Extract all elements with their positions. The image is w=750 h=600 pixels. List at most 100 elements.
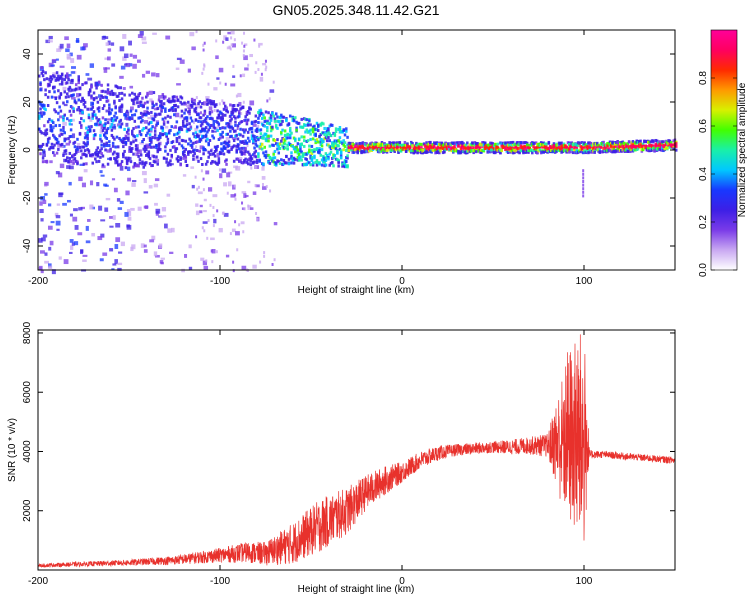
spectrogram-cell xyxy=(169,163,172,167)
spectrogram-cell xyxy=(232,115,236,119)
spectrogram-cell xyxy=(252,141,255,145)
spectrogram-cell xyxy=(75,40,80,43)
spectrogram-cell xyxy=(127,158,130,162)
spectrogram-cell xyxy=(403,140,407,144)
spectrogram-cell xyxy=(80,206,85,210)
spectrogram-cell xyxy=(555,143,558,147)
spectrogram-cell xyxy=(118,125,121,129)
spectrogram-cell xyxy=(411,144,414,148)
spectrogram-cell xyxy=(213,104,217,108)
spectrogram-cell xyxy=(146,110,149,114)
spectrogram-cell xyxy=(182,174,187,177)
spectrogram-cell xyxy=(195,103,200,109)
spectrogram-cell xyxy=(242,53,245,57)
spectrogram-cell xyxy=(311,125,315,129)
spectrogram-cell xyxy=(379,144,382,148)
spectrogram-cell xyxy=(222,145,226,149)
spectrogram-cell xyxy=(203,118,207,122)
spectrogram-cell xyxy=(238,159,241,163)
spectrogram-cell xyxy=(313,124,316,128)
spectrogram-cell xyxy=(77,75,80,79)
spectrogram-cell xyxy=(86,133,89,137)
spectrogram-cell xyxy=(55,58,59,61)
spectrogram-cell xyxy=(582,180,585,183)
spectrogram-cell xyxy=(255,129,259,133)
spectrogram-cell xyxy=(624,142,627,146)
spectrogram-cell xyxy=(227,31,231,35)
spectrogram-cell xyxy=(520,145,524,149)
spectrogram-cell xyxy=(636,147,640,151)
spectrogram-cell xyxy=(166,114,170,118)
spectrogram-cell xyxy=(408,145,412,149)
spectrogram-cell xyxy=(96,100,100,104)
spectrogram-cell xyxy=(99,97,102,101)
spectrogram-cell xyxy=(207,150,210,154)
spectrogram-cell xyxy=(83,169,88,173)
spectrogram-cell xyxy=(113,150,116,154)
spectrogram-cell xyxy=(547,149,551,153)
spectrogram-cell xyxy=(101,36,106,40)
spectrogram-cell xyxy=(109,125,112,129)
spectrogram-cell xyxy=(68,140,72,144)
spectrogram-cell xyxy=(208,125,212,129)
spectrogram-cell xyxy=(115,152,119,156)
spectrogram-cell xyxy=(49,80,52,84)
spectrogram-cell xyxy=(180,96,184,100)
spectrogram-cell xyxy=(295,146,298,150)
spectrogram-cell xyxy=(234,123,237,127)
spectrogram-cell xyxy=(150,138,153,142)
spectrogram-cell xyxy=(225,122,228,126)
spectrogram-cell xyxy=(115,94,119,98)
spectrogram-cell xyxy=(258,128,261,132)
spectrogram-cell xyxy=(91,102,95,106)
spectrogram-cell xyxy=(71,155,74,159)
spectrogram-cell xyxy=(570,147,574,151)
spectrogram-cell xyxy=(644,139,647,143)
spectrogram-cell xyxy=(468,146,472,150)
spectrogram-cell xyxy=(184,147,188,151)
spectrogram-cell xyxy=(250,207,254,210)
spectrogram-cell xyxy=(58,82,62,86)
spectrogram-cell xyxy=(314,160,317,164)
spectrogram-cell xyxy=(158,95,164,99)
spectrogram-cell xyxy=(294,116,297,120)
spectrogram-cell xyxy=(195,30,198,34)
spectrogram-cell xyxy=(333,139,337,143)
spectrogram-cell xyxy=(440,141,444,145)
spectrogram-cell xyxy=(575,145,579,149)
spectrogram-cell xyxy=(584,151,588,155)
spectrogram-cell xyxy=(167,161,171,165)
spectrogram-cell xyxy=(486,150,489,154)
spectrogram-cell xyxy=(201,122,204,126)
spectrogram-cell xyxy=(655,139,659,143)
spectrogram-cell xyxy=(573,148,576,152)
spectrogram-cell xyxy=(45,160,49,164)
spectrogram-cell xyxy=(145,113,148,117)
spectrogram-cell xyxy=(174,112,180,118)
spectrogram-cell xyxy=(83,100,87,104)
x-tick-label: -200 xyxy=(28,576,48,587)
spectrogram-cell xyxy=(542,150,546,154)
spectrogram-cell xyxy=(233,184,236,188)
spectrogram-cell xyxy=(352,147,356,151)
spectrogram-cell xyxy=(617,149,621,153)
spectrogram-cell xyxy=(235,231,240,236)
spectrogram-cell xyxy=(295,120,298,124)
spectrogram-cell xyxy=(97,123,101,127)
spectrogram-cell xyxy=(193,98,196,102)
spectrogram-cell xyxy=(40,71,44,75)
spectrogram-cell xyxy=(189,103,193,107)
spectrogram-cell xyxy=(631,143,635,147)
spectrogram-cell xyxy=(625,147,628,151)
spectrogram-cell xyxy=(123,149,126,153)
spectrogram-cell xyxy=(189,32,195,37)
spectrogram-cell xyxy=(59,143,63,147)
spectrogram-cell xyxy=(140,243,145,248)
spectrogram-cell xyxy=(280,119,283,123)
spectrogram-cell xyxy=(262,151,265,155)
spectrogram-cell xyxy=(259,109,263,113)
spectrogram-cell xyxy=(379,149,382,153)
spectrogram-cell xyxy=(58,123,61,127)
spectrogram-cell xyxy=(175,120,179,124)
spectrogram-cell xyxy=(187,100,190,104)
